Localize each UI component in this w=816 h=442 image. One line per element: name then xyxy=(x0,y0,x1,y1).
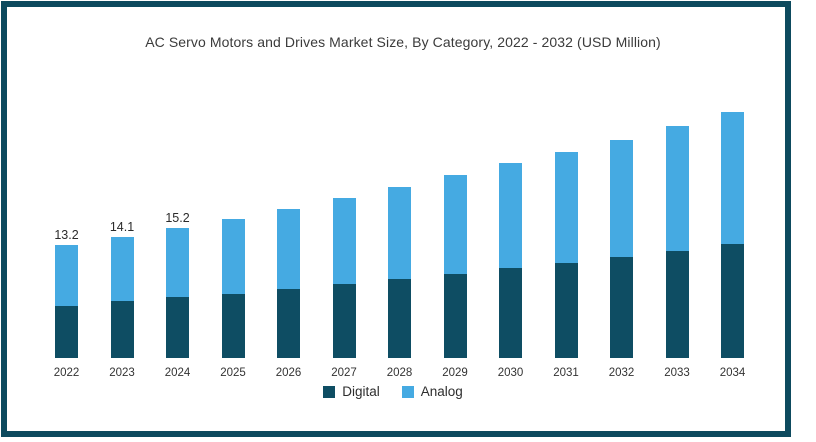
bar-segment-digital xyxy=(388,279,411,358)
stacked-bar-2034 xyxy=(721,112,744,358)
bar-segment-digital xyxy=(499,267,522,358)
legend-label: Digital xyxy=(342,384,380,399)
bar-segment-analog xyxy=(554,151,578,263)
stacked-bar-2030 xyxy=(499,163,522,358)
bar-segment-digital xyxy=(221,293,245,358)
bar-value-label: 13.2 xyxy=(54,227,79,242)
stacked-bar-2033 xyxy=(665,126,689,358)
legend-swatch-icon xyxy=(323,385,336,398)
stacked-bar-2031 xyxy=(554,151,578,358)
stacked-bar-2029 xyxy=(443,175,467,358)
bar-segment-analog xyxy=(610,139,633,257)
bar-segment-digital xyxy=(332,284,356,358)
stacked-bar-2022 xyxy=(55,244,78,358)
legend-swatch-icon xyxy=(401,385,414,398)
bar-segment-analog xyxy=(388,187,411,280)
bar-segment-digital xyxy=(610,256,633,358)
x-axis-label: 2022 xyxy=(53,367,80,379)
stacked-bar-2026 xyxy=(277,208,300,358)
x-axis-label: 2034 xyxy=(719,367,746,379)
bar-segment-analog xyxy=(110,236,134,302)
bar-segment-analog xyxy=(166,227,189,298)
x-axis-label: 2028 xyxy=(386,367,413,379)
legend-item-analog: Analog xyxy=(401,384,463,399)
stacked-bar-2027 xyxy=(332,198,356,358)
legend-label: Analog xyxy=(420,384,463,399)
bar-segment-analog xyxy=(721,112,744,244)
x-axis-label: 2031 xyxy=(553,367,579,379)
x-axis-label: 2025 xyxy=(220,367,246,379)
stacked-bar-2024 xyxy=(166,227,189,358)
chart-title: AC Servo Motors and Drives Market Size, … xyxy=(145,34,661,50)
bar-segment-digital xyxy=(554,262,578,358)
bar-segment-digital xyxy=(443,273,467,358)
x-axis-label: 2027 xyxy=(331,367,357,379)
x-axis-label: 2033 xyxy=(664,367,690,379)
legend-item-digital: Digital xyxy=(323,384,380,399)
stacked-bar-2028 xyxy=(388,187,411,358)
bar-segment-analog xyxy=(665,126,689,251)
x-axis-label: 2032 xyxy=(608,367,635,379)
bar-segment-digital xyxy=(721,243,744,358)
bar-segment-digital xyxy=(277,289,300,358)
x-axis-label: 2023 xyxy=(109,367,135,379)
legend: Digital Analog xyxy=(0,384,786,399)
bar-segment-analog xyxy=(221,218,245,294)
x-axis-label: 2024 xyxy=(164,367,191,379)
x-axis-label: 2026 xyxy=(275,367,302,379)
x-axis-label: 2029 xyxy=(442,367,468,379)
bar-segment-analog xyxy=(499,163,522,268)
stacked-bar-2023 xyxy=(110,236,134,358)
stacked-bar-2032 xyxy=(610,139,633,358)
bar-segment-analog xyxy=(277,208,300,290)
x-axis-label: 2030 xyxy=(497,367,524,379)
bar-value-label: 14.1 xyxy=(109,219,135,234)
bar-segment-analog xyxy=(443,175,467,274)
bar-segment-digital xyxy=(665,250,689,358)
bar-segment-digital xyxy=(166,297,189,358)
bar-value-label: 15.2 xyxy=(165,210,190,225)
bar-segment-analog xyxy=(332,198,356,285)
bar-segment-analog xyxy=(55,244,78,306)
bar-segment-digital xyxy=(110,301,134,358)
bar-segment-digital xyxy=(55,305,78,358)
stacked-bar-2025 xyxy=(221,218,245,358)
